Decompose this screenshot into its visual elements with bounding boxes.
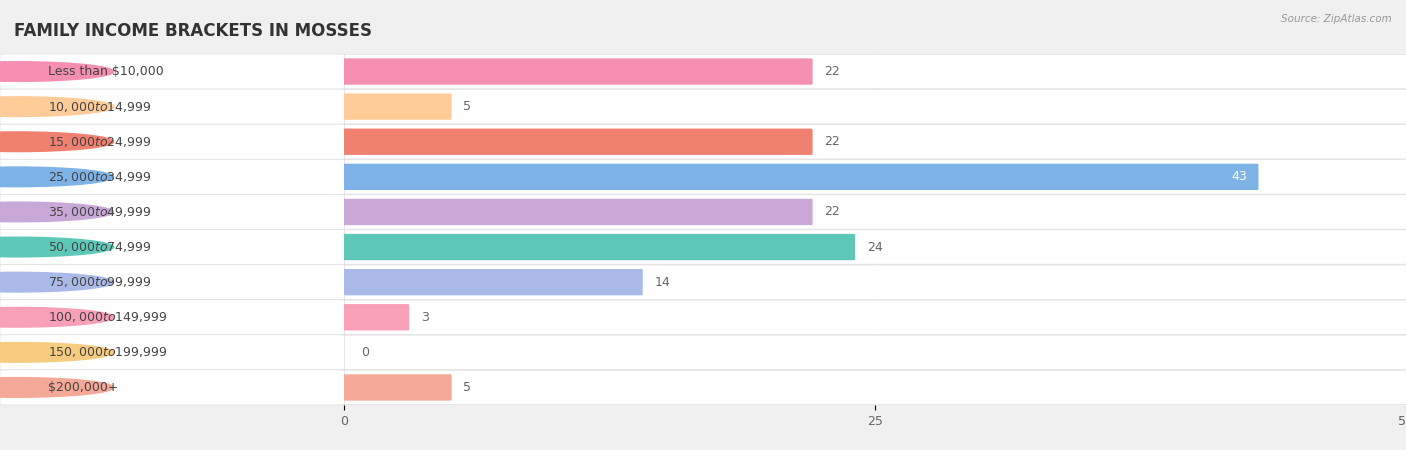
Text: $15,000 to $24,999: $15,000 to $24,999 xyxy=(48,135,152,149)
Text: 43: 43 xyxy=(1232,171,1247,183)
FancyBboxPatch shape xyxy=(343,58,813,85)
Circle shape xyxy=(0,132,114,152)
FancyBboxPatch shape xyxy=(344,370,1406,405)
FancyBboxPatch shape xyxy=(344,265,1406,299)
Text: $10,000 to $14,999: $10,000 to $14,999 xyxy=(48,99,152,114)
Text: 5: 5 xyxy=(464,381,471,394)
FancyBboxPatch shape xyxy=(343,374,451,400)
Text: 0: 0 xyxy=(361,346,370,359)
Text: $35,000 to $49,999: $35,000 to $49,999 xyxy=(48,205,152,219)
FancyBboxPatch shape xyxy=(343,234,855,260)
Circle shape xyxy=(0,97,114,117)
Circle shape xyxy=(0,167,114,187)
Text: 3: 3 xyxy=(420,311,429,324)
Text: $75,000 to $99,999: $75,000 to $99,999 xyxy=(48,275,152,289)
Circle shape xyxy=(0,378,114,397)
Text: 22: 22 xyxy=(824,206,839,218)
FancyBboxPatch shape xyxy=(0,89,344,124)
FancyBboxPatch shape xyxy=(344,90,1406,124)
Circle shape xyxy=(0,342,114,362)
Text: 5: 5 xyxy=(464,100,471,113)
FancyBboxPatch shape xyxy=(343,269,643,295)
Text: Source: ZipAtlas.com: Source: ZipAtlas.com xyxy=(1281,14,1392,23)
FancyBboxPatch shape xyxy=(0,194,344,230)
FancyBboxPatch shape xyxy=(344,300,1406,334)
FancyBboxPatch shape xyxy=(0,300,344,335)
FancyBboxPatch shape xyxy=(343,94,451,120)
FancyBboxPatch shape xyxy=(0,230,344,265)
FancyBboxPatch shape xyxy=(0,159,344,194)
FancyBboxPatch shape xyxy=(344,195,1406,229)
Text: $200,000+: $200,000+ xyxy=(48,381,118,394)
Text: $100,000 to $149,999: $100,000 to $149,999 xyxy=(48,310,167,324)
FancyBboxPatch shape xyxy=(344,335,1406,369)
Text: Less than $10,000: Less than $10,000 xyxy=(48,65,165,78)
FancyBboxPatch shape xyxy=(0,265,344,300)
Circle shape xyxy=(0,202,114,222)
FancyBboxPatch shape xyxy=(344,160,1406,194)
Circle shape xyxy=(0,272,114,292)
FancyBboxPatch shape xyxy=(0,335,344,370)
FancyBboxPatch shape xyxy=(0,54,344,89)
Text: 22: 22 xyxy=(824,65,839,78)
Text: 22: 22 xyxy=(824,135,839,148)
Text: $25,000 to $34,999: $25,000 to $34,999 xyxy=(48,170,152,184)
FancyBboxPatch shape xyxy=(343,164,1258,190)
FancyBboxPatch shape xyxy=(343,129,813,155)
Text: 14: 14 xyxy=(654,276,671,288)
Circle shape xyxy=(0,62,114,81)
FancyBboxPatch shape xyxy=(344,54,1406,89)
FancyBboxPatch shape xyxy=(343,304,409,330)
Circle shape xyxy=(0,307,114,327)
Text: 24: 24 xyxy=(866,241,883,253)
Circle shape xyxy=(0,237,114,257)
Text: $150,000 to $199,999: $150,000 to $199,999 xyxy=(48,345,167,360)
FancyBboxPatch shape xyxy=(343,199,813,225)
FancyBboxPatch shape xyxy=(344,230,1406,264)
FancyBboxPatch shape xyxy=(0,370,344,405)
Text: FAMILY INCOME BRACKETS IN MOSSES: FAMILY INCOME BRACKETS IN MOSSES xyxy=(14,22,373,40)
FancyBboxPatch shape xyxy=(0,124,344,159)
Text: $50,000 to $74,999: $50,000 to $74,999 xyxy=(48,240,152,254)
FancyBboxPatch shape xyxy=(344,125,1406,159)
